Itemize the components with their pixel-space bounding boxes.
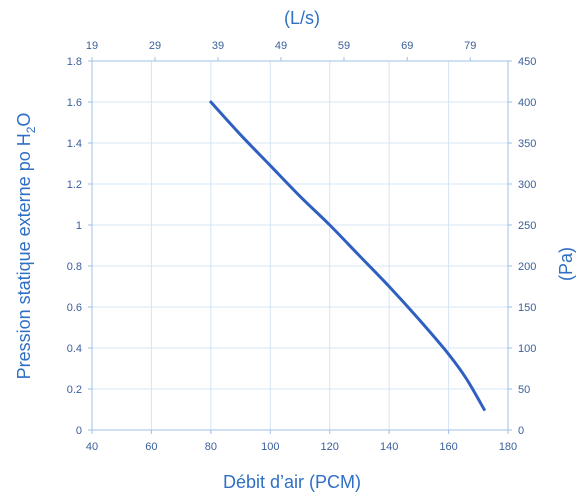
y-tick-label: 0.8 — [67, 261, 82, 273]
y-tick-label: 0.2 — [67, 384, 82, 396]
x2-tick-label: 29 — [149, 40, 161, 52]
x2-tick-label: 39 — [212, 40, 224, 52]
y-tick-label: 0.6 — [67, 302, 82, 314]
x2-tick-label: 49 — [275, 40, 287, 52]
y2-tick-label: 450 — [518, 56, 536, 68]
series — [209, 100, 486, 411]
x-tick-label: 40 — [86, 441, 98, 453]
x2-tick-label: 19 — [86, 40, 98, 52]
y2-tick-label: 300 — [518, 179, 536, 191]
y2-tick-label: 100 — [518, 343, 536, 355]
x-tick-label: 100 — [261, 441, 279, 453]
x2-tick-label: 79 — [464, 40, 476, 52]
left-axis-title: Pression statique externe po H2O — [14, 113, 38, 380]
axes — [88, 57, 512, 434]
x-tick-label: 180 — [499, 441, 517, 453]
y2-tick-label: 350 — [518, 138, 536, 150]
y2-tick-label: 0 — [518, 425, 524, 437]
x-tick-label: 60 — [145, 441, 157, 453]
y-tick-label: 1.2 — [67, 179, 82, 191]
y-tick-label: 1.4 — [67, 138, 82, 150]
y2-tick-label: 200 — [518, 261, 536, 273]
left-axis-title-tail: O — [14, 113, 34, 127]
y2-tick-label: 400 — [518, 97, 536, 109]
left-axis-title-subscript: 2 — [24, 126, 38, 133]
x-tick-label: 120 — [321, 441, 339, 453]
top-axis-title: (L/s) — [284, 8, 320, 28]
y2-tick-label: 150 — [518, 302, 536, 314]
y-tick-label: 0.4 — [67, 343, 82, 355]
right-axis-title: (Pa) — [556, 247, 576, 281]
x2-tick-label: 59 — [338, 40, 350, 52]
series-line — [209, 100, 486, 411]
y-tick-label: 0 — [76, 425, 82, 437]
left-axis-title-main: Pression statique externe po H — [14, 133, 34, 379]
x-tick-label: 80 — [205, 441, 217, 453]
bottom-axis-title: Débit d’air (PCM) — [223, 472, 361, 492]
y2-tick-label: 50 — [518, 384, 530, 396]
y-tick-label: 1.8 — [67, 56, 82, 68]
y2-tick-label: 250 — [518, 220, 536, 232]
x-tick-label: 140 — [380, 441, 398, 453]
tick-labels: 40 60 80 100 120 140 160 180 19 29 39 49 59 69 79 0 0.2 0… — [67, 40, 537, 453]
y-tick-label: 1 — [76, 220, 82, 232]
x2-tick-label: 69 — [401, 40, 413, 52]
y-tick-label: 1.6 — [67, 97, 82, 109]
x-tick-label: 160 — [439, 441, 457, 453]
gridlines — [91, 60, 509, 431]
